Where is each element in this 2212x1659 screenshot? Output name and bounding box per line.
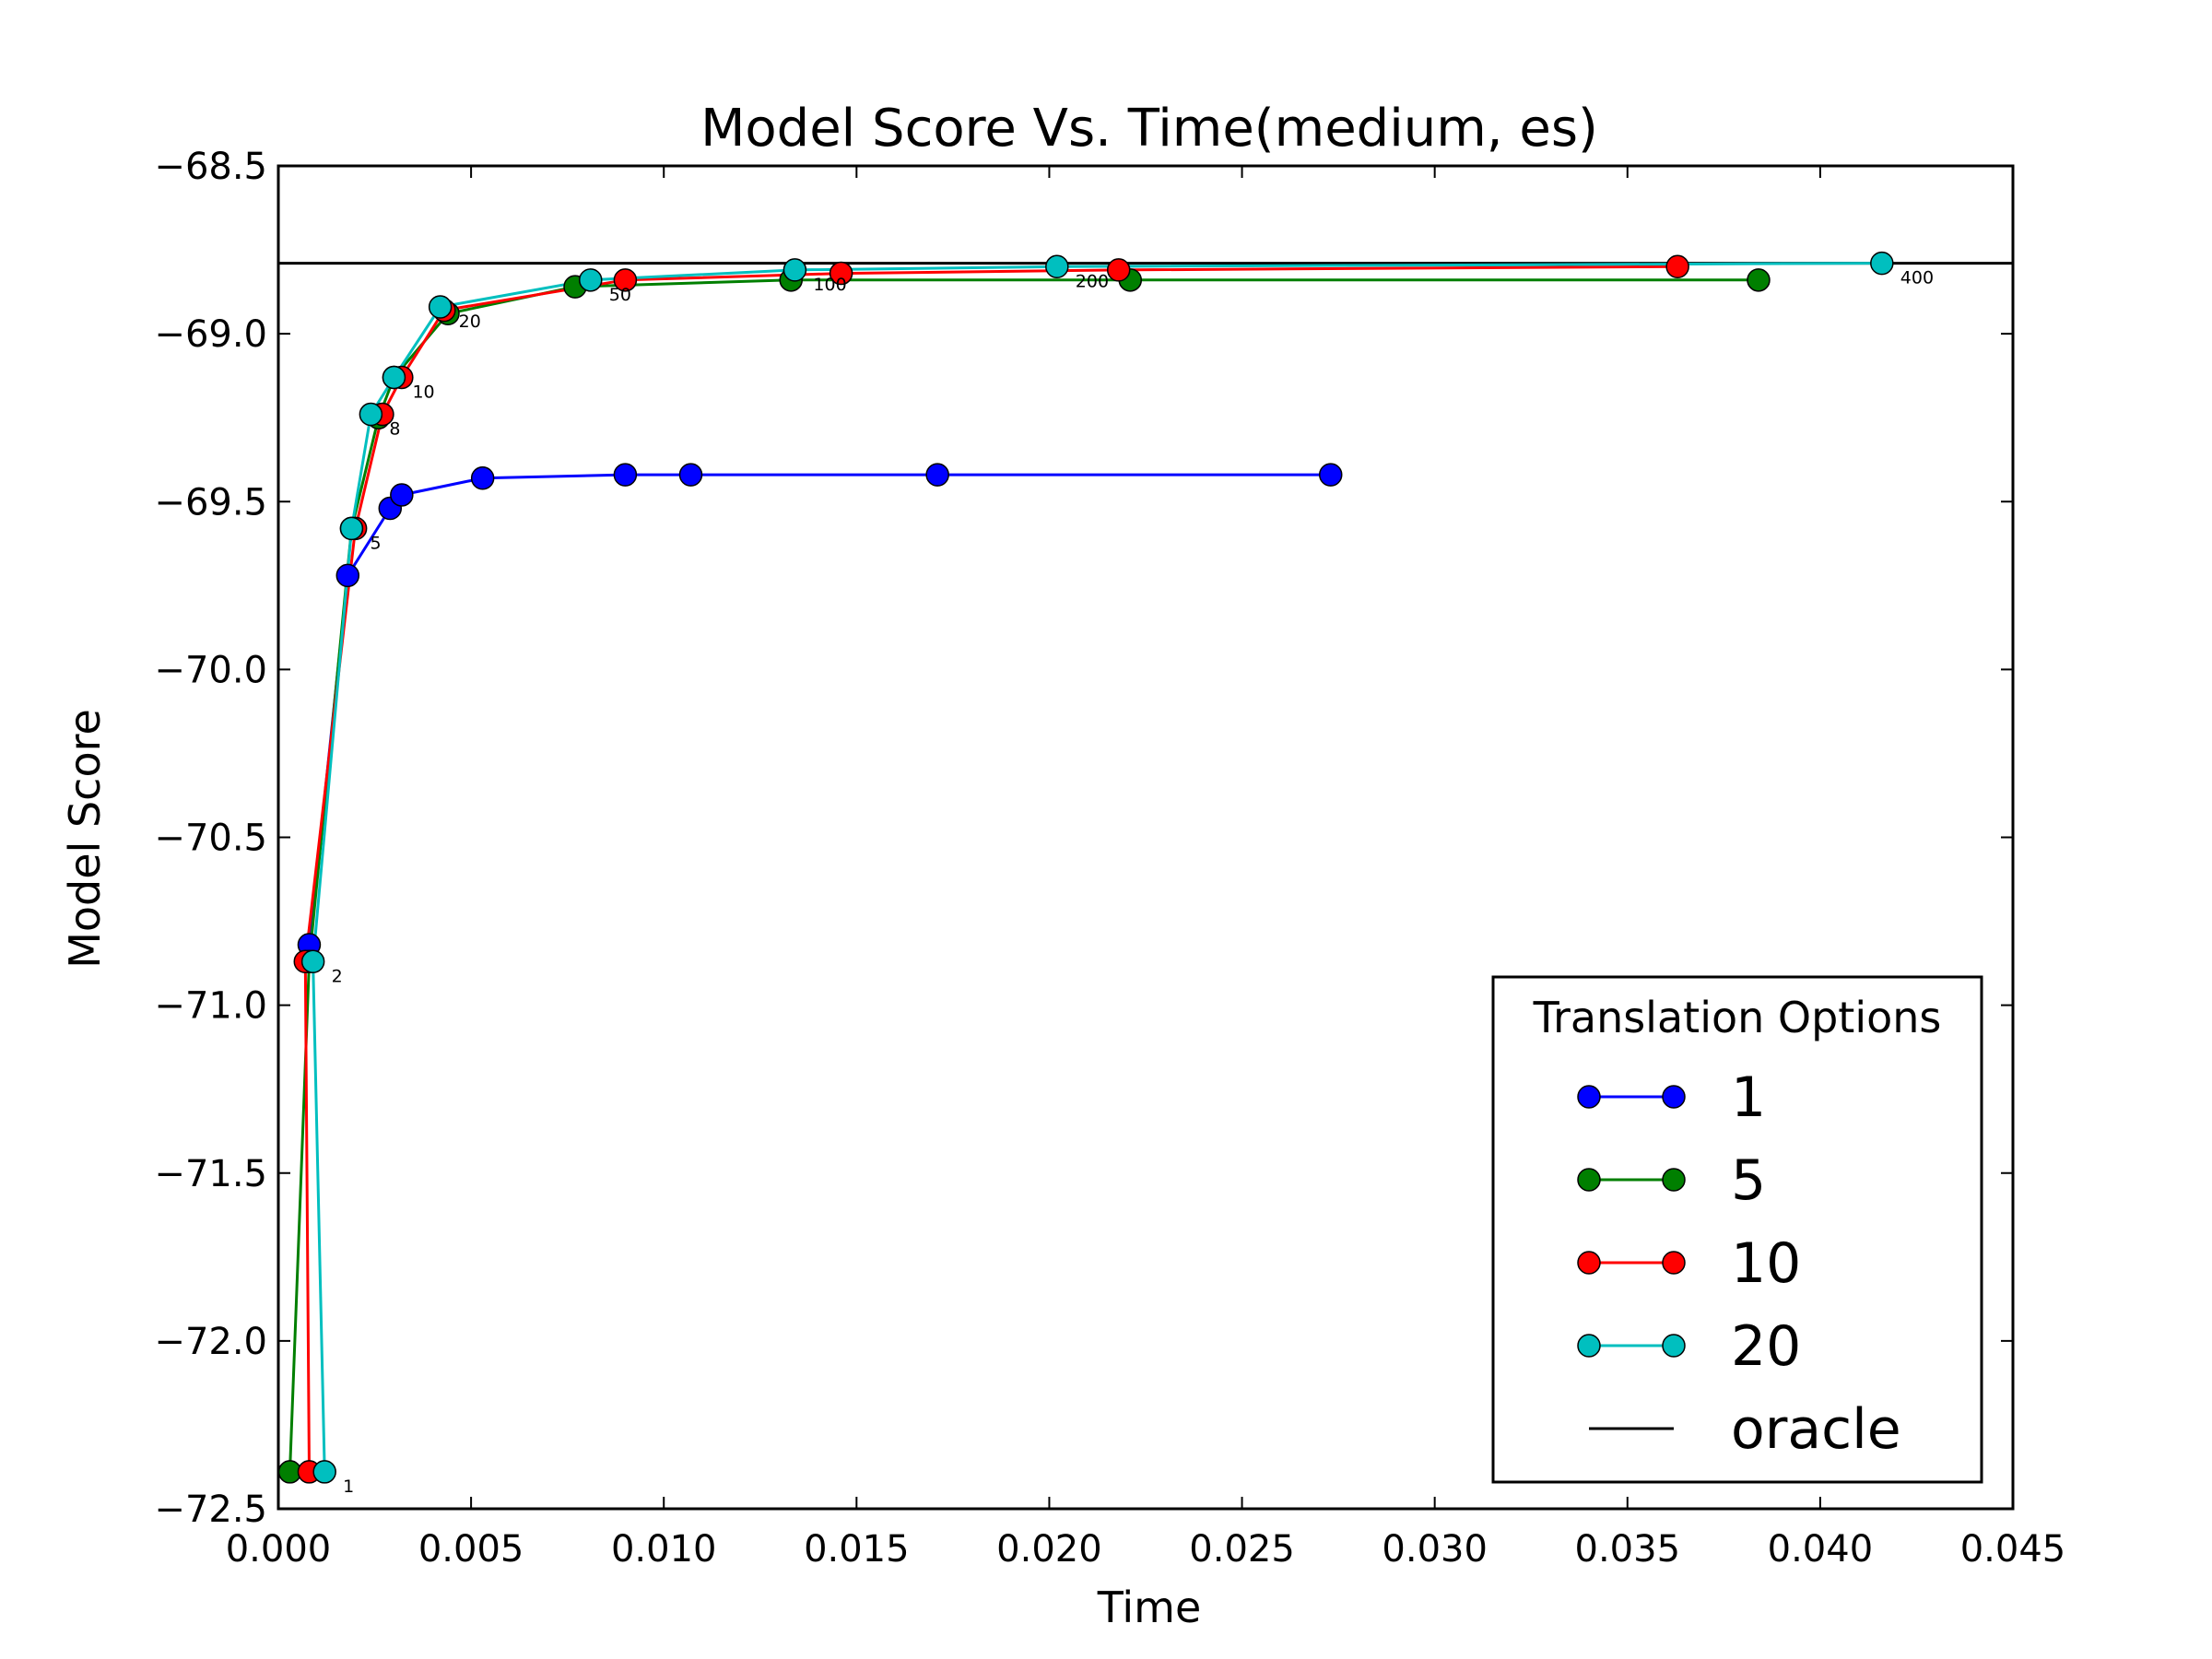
x-axis-label: Time: [1097, 1583, 1202, 1632]
data-point-series-10: [1106, 258, 1131, 282]
y-tick-label: −72.0: [154, 1321, 267, 1363]
x-tick-label: 0.025: [1189, 1528, 1295, 1571]
x-tick-label: 0.045: [1960, 1528, 2066, 1571]
point-annotation: 8: [389, 419, 400, 440]
data-point-series-20: [579, 268, 603, 292]
data-point-series-20: [428, 295, 453, 319]
data-point-series-1: [613, 463, 638, 487]
y-tick-label: −71.0: [154, 985, 267, 1028]
data-point-series-1: [925, 463, 949, 487]
y-tick-label: −71.5: [154, 1153, 267, 1195]
y-axis-label: Model Score: [60, 709, 110, 969]
data-point-series-20: [300, 949, 325, 974]
data-point-series-20: [1870, 251, 1894, 276]
legend-label-5: 5: [1731, 1148, 1766, 1213]
data-point-series-20: [339, 516, 364, 541]
legend-box: [1491, 975, 1983, 1484]
data-point-series-10: [613, 268, 638, 292]
x-tick-label: 0.020: [996, 1528, 1102, 1571]
legend-label-1: 1: [1731, 1065, 1766, 1130]
legend-marker-20: [1662, 1334, 1686, 1358]
legend-marker-10: [1662, 1251, 1686, 1275]
data-point-series-20: [1045, 254, 1069, 279]
legend: Translation Options 1 5 10 20 oracle: [1491, 975, 1983, 1484]
data-point-series-1: [335, 563, 360, 588]
data-point-series-20: [359, 402, 383, 427]
point-annotation: 1: [343, 1477, 354, 1497]
data-point-series-1: [390, 483, 414, 507]
data-point-series-10: [829, 261, 853, 286]
legend-marker-1: [1662, 1085, 1686, 1109]
series-line-20: [312, 262, 1882, 1472]
data-point-series-20: [382, 365, 406, 390]
legend-marker-5: [1577, 1168, 1601, 1192]
legend-marker-1: [1577, 1085, 1601, 1109]
point-annotation: 400: [1900, 268, 1934, 288]
legend-marker-5: [1662, 1168, 1686, 1192]
x-tick-label: 0.015: [804, 1528, 910, 1571]
data-point-series-1: [1318, 463, 1343, 487]
legend-label-20: 20: [1731, 1314, 1801, 1379]
point-annotation: 2: [332, 966, 343, 986]
x-tick-label: 0.010: [611, 1528, 717, 1571]
point-annotation: 50: [609, 285, 631, 305]
legend-title: Translation Options: [1533, 993, 1942, 1042]
point-annotation: 5: [370, 533, 381, 553]
legend-marker-10: [1577, 1251, 1601, 1275]
data-point-series-5: [1747, 268, 1771, 292]
point-annotation: 200: [1076, 271, 1109, 291]
chart-title: Model Score Vs. Time(medium, es): [700, 99, 1598, 159]
legend-marker-20: [1577, 1334, 1601, 1358]
y-tick-label: −69.0: [154, 313, 267, 356]
x-tick-label: 0.005: [418, 1528, 524, 1571]
x-tick-label: 0.030: [1382, 1528, 1488, 1571]
y-tick-label: −68.5: [154, 146, 267, 188]
x-tick-label: 0.035: [1575, 1528, 1681, 1571]
data-point-series-1: [678, 463, 703, 487]
point-annotation: 20: [459, 312, 481, 332]
y-tick-label: −70.0: [154, 649, 267, 691]
y-tick-label: −70.5: [154, 818, 267, 860]
legend-label-oracle: oracle: [1731, 1397, 1901, 1462]
legend-label-10: 10: [1731, 1231, 1801, 1296]
point-annotation: 10: [412, 382, 434, 402]
series-line-10: [303, 265, 1678, 1472]
data-point-series-1: [470, 466, 495, 490]
x-tick-label: 0.000: [226, 1528, 332, 1571]
y-tick-label: −72.5: [154, 1488, 267, 1531]
point-annotation: 100: [813, 275, 846, 295]
plot-area: 0.000 0.005 0.010 0.015 0.020 0.025 0.030 0.035…: [154, 146, 2065, 1571]
y-tick-label: −69.5: [154, 481, 267, 524]
data-point-series-20: [312, 1460, 336, 1484]
data-point-series-10: [1665, 254, 1689, 279]
data-point-series-20: [782, 258, 807, 282]
x-tick-label: 0.040: [1768, 1528, 1874, 1571]
